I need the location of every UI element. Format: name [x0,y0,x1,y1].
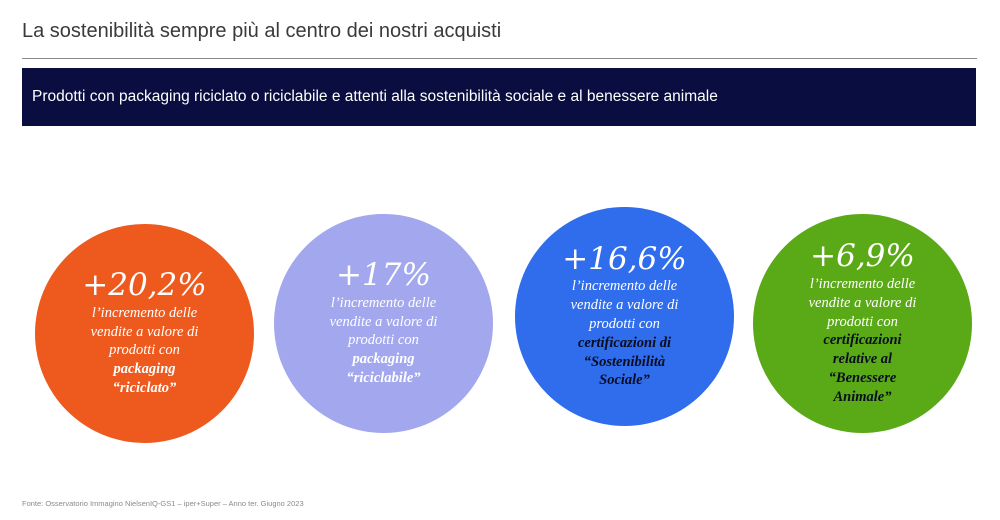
stat-circle-sostenibilita-sociale: +16,6% l’incremento delle vendite a valo… [515,207,734,426]
stat-text-line: l’incremento delle [571,278,678,295]
title-divider [22,58,977,59]
stat-highlight-line: “Benessere [828,370,897,387]
stat-circle-benessere-animale: +6,9% l’incremento delle vendite a valor… [753,214,972,433]
stat-text-line: vendite a valore di [570,297,679,314]
stat-text-line: l’incremento delle [330,294,437,311]
stat-highlight-line: “Sostenibilità [583,353,666,370]
page-title: La sostenibilità sempre più al centro de… [22,20,502,42]
source-footnote: Fonte: Osservatorio Immagino NielsenIQ-G… [22,499,304,508]
stat-text-line: vendite a valore di [808,294,917,311]
stat-highlight-line: “riciclato” [112,380,177,397]
stat-value: +16,6% [562,240,687,277]
stat-circle-riciclato: +20,2% l’incremento delle vendite a valo… [35,224,254,443]
stat-highlight-line: packaging [352,351,415,368]
stat-value: +20,2% [82,267,207,304]
stat-text-line: vendite a valore di [90,323,199,340]
stat-text-line: prodotti con [589,315,660,332]
stat-highlight-line: Sociale” [599,372,650,389]
stat-highlight-line: certificazioni [823,332,902,349]
stat-highlight-line: certificazioni di [577,334,672,351]
stat-highlight-line: packaging [113,361,176,378]
stat-value: +6,9% [810,238,915,275]
stat-text-line: prodotti con [348,332,419,349]
subtitle-banner: Prodotti con packaging riciclato o ricic… [22,68,976,126]
stat-circle-riciclabile: +17% l’incremento delle vendite a valore… [274,214,493,433]
stat-highlight-line: Animale” [833,388,892,405]
stat-text-line: l’incremento delle [809,275,916,292]
stat-text-line: prodotti con [827,313,898,330]
stat-text-line: vendite a valore di [329,313,438,330]
stat-highlight-line: “riciclabile” [346,370,421,387]
stat-highlight-line: relative al [832,351,893,368]
stat-value: +17% [336,257,431,294]
stat-text-line: l’incremento delle [91,304,198,321]
stat-text-line: prodotti con [109,342,180,359]
banner-text: Prodotti con packaging riciclato o ricic… [32,88,718,105]
